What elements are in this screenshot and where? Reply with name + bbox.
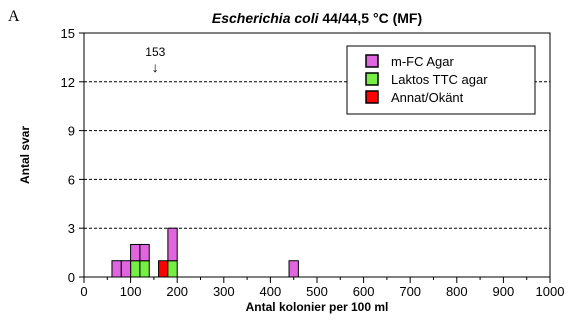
bar-m-fc-agar-100	[130, 243, 141, 262]
y-tick-label-15: 15	[61, 26, 75, 41]
legend-swatch-2	[365, 90, 379, 104]
bar-m-fc-agar-180	[167, 227, 178, 262]
x-tick-label-300: 300	[213, 284, 235, 299]
legend-swatch-1	[365, 72, 379, 86]
y-tick-label-6: 6	[68, 172, 75, 187]
bar-annat-ok-nt-160	[158, 260, 169, 278]
legend-label-1: Laktos TTC agar	[391, 72, 488, 87]
y-axis-label: Antal svar	[18, 126, 32, 184]
x-tick-label-700: 700	[399, 284, 421, 299]
panel-letter: A	[8, 8, 20, 25]
bar-m-fc-agar-440	[288, 260, 299, 278]
legend-swatch-0	[365, 54, 379, 68]
annotation-value: 153	[145, 45, 165, 59]
annotations: 153↓	[145, 45, 165, 75]
annotation-arrow: ↓	[152, 59, 159, 75]
bar-laktos-ttc-agar-120	[139, 260, 150, 278]
legend-label-0: m-FC Agar	[391, 54, 455, 69]
x-axis-label: Antal kolonier per 100 ml	[246, 300, 389, 314]
x-tick-label-1000: 1000	[536, 284, 565, 299]
y-tick-label-9: 9	[68, 124, 75, 139]
bars	[111, 227, 299, 278]
x-tick-label-100: 100	[120, 284, 142, 299]
legend: m-FC Agar Laktos TTC agar Annat/Okänt	[346, 45, 536, 115]
bar-laktos-ttc-agar-100	[130, 260, 141, 278]
bar-m-fc-agar-120	[139, 243, 150, 262]
grid-lines	[84, 81, 550, 229]
bar-m-fc-agar-60	[111, 260, 122, 278]
chart-title-method: 44/44,5 °C (MF)	[318, 10, 422, 26]
legend-label-2: Annat/Okänt	[391, 90, 464, 105]
x-tick-label-500: 500	[306, 284, 328, 299]
chart-title: Escherichia coli 44/44,5 °C (MF)	[212, 10, 422, 26]
bar-laktos-ttc-agar-180	[167, 260, 178, 278]
chart-title-species: Escherichia coli	[212, 10, 320, 26]
y-tick-label-3: 3	[68, 221, 75, 236]
x-tick-label-400: 400	[260, 284, 282, 299]
x-tick-label-900: 900	[493, 284, 515, 299]
axis-ticks: 0 3 6 9 12 15 0 100 200 300 400 500 600 700 800 900 1000	[61, 26, 565, 299]
y-tick-label-0: 0	[68, 270, 75, 285]
bar-m-fc-agar-80	[120, 260, 132, 278]
x-tick-label-600: 600	[353, 284, 375, 299]
x-tick-label-0: 0	[80, 284, 87, 299]
x-tick-label-200: 200	[166, 284, 188, 299]
x-tick-label-800: 800	[446, 284, 468, 299]
y-tick-label-12: 12	[61, 75, 75, 90]
